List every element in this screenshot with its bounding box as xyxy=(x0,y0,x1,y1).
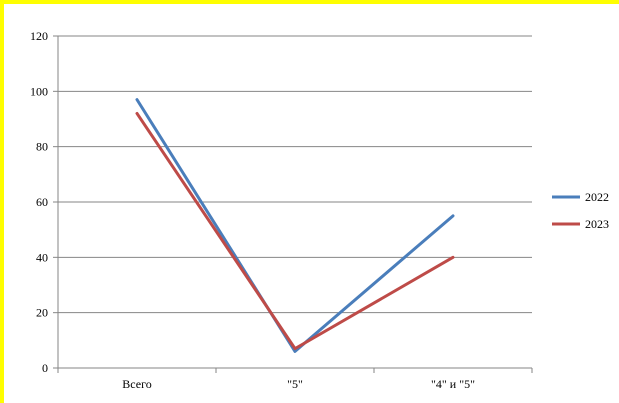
tick-labels: 0 20 40 60 80 100 120 Всего "5" "4" и "5" xyxy=(30,29,475,391)
y-tick-label: 20 xyxy=(36,306,48,320)
y-tick-label: 120 xyxy=(30,29,48,43)
x-tick-label: "5" xyxy=(287,377,303,391)
y-tick-label: 100 xyxy=(30,84,48,98)
x-tick-label: "4" и "5" xyxy=(431,377,475,391)
y-tick-label: 0 xyxy=(42,361,48,375)
x-tick-label: Всего xyxy=(122,377,151,391)
gridlines xyxy=(58,35,532,314)
y-tick-label: 60 xyxy=(36,195,48,209)
legend-label-2023: 2023 xyxy=(585,217,609,231)
y-tick-label: 80 xyxy=(36,140,48,154)
series-lines xyxy=(135,98,455,353)
series-line-2023 xyxy=(135,111,455,351)
y-tick-label: 40 xyxy=(36,250,48,264)
legend: 2022 2023 xyxy=(552,190,609,231)
legend-label-2022: 2022 xyxy=(585,190,609,204)
axes xyxy=(53,35,533,373)
series-line-2022 xyxy=(135,98,455,353)
